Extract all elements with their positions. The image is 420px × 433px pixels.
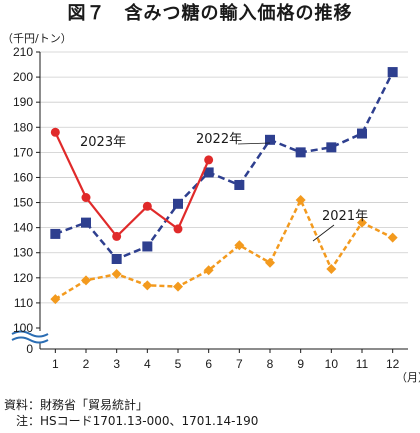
x-tick-label-6: 6 [205, 357, 212, 371]
point-2022-9 [295, 147, 306, 158]
axes [11, 51, 408, 353]
x-tick-label-4: 4 [144, 357, 151, 371]
hs-code-note: 注：HSコード1701.13-000、1701.14-190 [4, 414, 259, 428]
series-line-2023 [54, 131, 210, 239]
axis-break-mark-upper [11, 330, 49, 338]
series-label-2023: 2023年 [80, 135, 126, 150]
point-2021-1 [50, 294, 61, 305]
point-2023-5 [173, 224, 183, 234]
point-2023-6 [204, 155, 214, 165]
x-tick-label-3: 3 [113, 357, 120, 371]
point-2021-3 [111, 269, 122, 280]
point-2022-12 [387, 67, 398, 78]
point-2023-1 [50, 127, 60, 137]
point-2021-5 [173, 281, 183, 292]
point-2023-3 [112, 231, 122, 241]
y-tick-label-110: 110 [14, 296, 33, 310]
x-axis-unit: （月） [396, 371, 420, 384]
series-line-2022 [54, 71, 394, 261]
x-tick-label-5: 5 [175, 357, 182, 371]
x-tick-label-12: 12 [386, 357, 400, 371]
point-2022-2 [81, 217, 91, 228]
source-note: 資料：財務省「貿易統計」 [4, 398, 149, 412]
y-tick-label-200: 200 [13, 70, 33, 84]
y-tick-label-170: 170 [13, 145, 33, 159]
point-2022-6 [203, 167, 214, 178]
point-2021-7 [234, 240, 245, 251]
y-tick-label-140: 140 [13, 221, 33, 235]
y-tick-label-160: 160 [13, 170, 33, 184]
y-tick-label-210: 210 [13, 45, 33, 59]
point-2022-11 [357, 128, 367, 139]
x-tick-label-2: 2 [83, 357, 90, 371]
point-2021-8 [265, 257, 275, 268]
y-tick-label-130: 130 [13, 246, 33, 260]
axis-break-mark-lower [11, 336, 49, 344]
point-2021-12 [387, 232, 398, 243]
x-tick-label-11: 11 [356, 357, 369, 371]
point-2023-4 [142, 201, 152, 211]
y-axis-unit: （千円/トン） [2, 32, 72, 45]
y-tick-label-150: 150 [13, 196, 33, 210]
series [50, 67, 398, 305]
y-tick-label-0: 0 [26, 342, 33, 356]
point-2022-3 [111, 254, 122, 264]
label-leader-2021 [312, 224, 335, 242]
point-2022-1 [50, 228, 61, 239]
point-2021-4 [142, 280, 153, 291]
y-tick-label-180: 180 [13, 120, 33, 134]
point-2022-5 [173, 198, 183, 209]
point-2021-2 [81, 275, 91, 286]
x-tick-label-9: 9 [297, 357, 304, 371]
point-2023-2 [81, 193, 91, 203]
series-label-2022: 2022年 [196, 132, 242, 147]
line-chart: （千円/トン）（月）010011012013014015016017018019… [2, 32, 420, 384]
x-tick-label-7: 7 [236, 357, 243, 371]
x-tick-label-8: 8 [267, 357, 274, 371]
point-2021-11 [357, 217, 367, 228]
point-2022-10 [326, 142, 337, 153]
point-2022-8 [265, 134, 275, 145]
labels: （千円/トン）（月）010011012013014015016017018019… [2, 32, 420, 384]
chart-title: 図７ 含みつ糖の輸入価格の推移 [67, 3, 353, 24]
x-tick-label-10: 10 [325, 357, 339, 371]
y-tick-label-100: 100 [13, 321, 33, 335]
point-2021-9 [295, 195, 306, 206]
series-label-2021: 2021年 [322, 209, 368, 224]
point-2022-7 [234, 179, 245, 190]
point-2021-10 [326, 264, 337, 275]
series-line-2021 [54, 197, 394, 301]
x-tick-label-1: 1 [52, 357, 59, 371]
y-tick-label-120: 120 [13, 271, 33, 285]
point-2022-4 [142, 241, 153, 252]
title-area: 図７ 含みつ糖の輸入価格の推移 [0, 0, 420, 28]
point-2021-6 [203, 265, 214, 276]
y-tick-label-190: 190 [13, 95, 33, 109]
label-leader-2022 [237, 142, 271, 145]
